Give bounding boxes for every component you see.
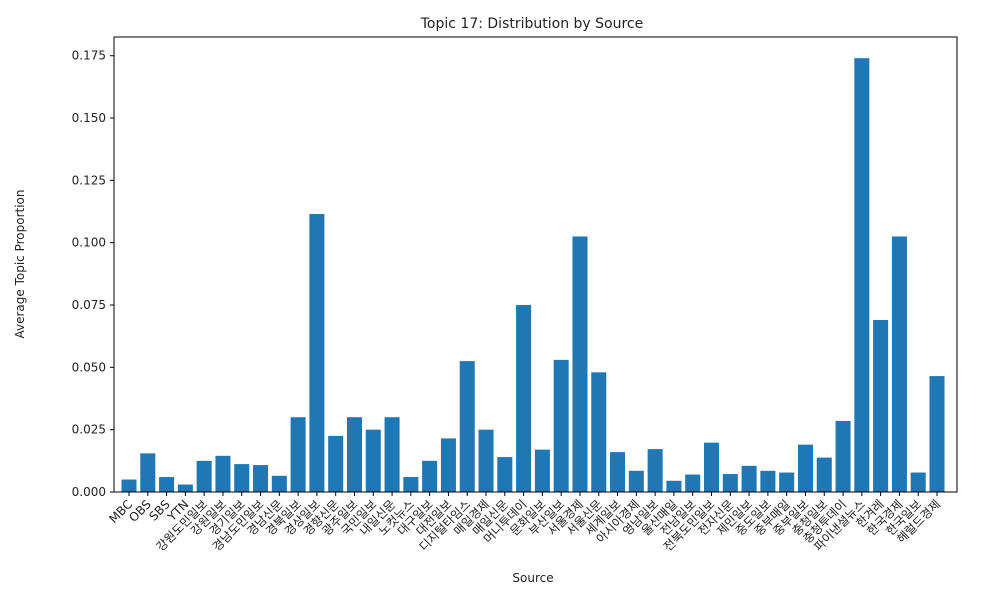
bar-19 [478, 429, 494, 492]
bar-34 [760, 470, 776, 492]
bar-14 [384, 417, 400, 492]
bar-21 [516, 305, 532, 492]
y-tick-label: 0.050 [72, 360, 106, 374]
bar-13 [365, 429, 381, 492]
y-tick-label: 0.100 [72, 236, 106, 250]
bar-2 [159, 477, 175, 492]
chart-title: Topic 17: Distribution by Source [420, 16, 643, 32]
bar-7 [253, 465, 269, 492]
bar-9 [290, 417, 306, 492]
bar-0 [121, 479, 137, 492]
bar-17 [440, 438, 456, 492]
bar-33 [741, 465, 757, 492]
bar-41 [891, 236, 907, 492]
y-tick-label: 0.075 [72, 298, 106, 312]
bar-1 [140, 453, 156, 492]
bar-37 [816, 457, 832, 492]
bars-group [121, 58, 945, 492]
bar-5 [215, 455, 231, 492]
bar-4 [196, 460, 212, 492]
bar-35 [779, 472, 795, 492]
x-axis: MBCOBSSBSYTN강원도민일보강원일보경기일보경남도민일보경남신문경북일보… [106, 492, 943, 554]
bar-24 [572, 236, 588, 492]
bar-30 [685, 474, 701, 492]
bar-36 [797, 444, 813, 492]
y-tick-label: 0.150 [72, 111, 106, 125]
bar-32 [722, 474, 738, 492]
bar-8 [271, 475, 287, 492]
y-tick-label: 0.025 [72, 423, 106, 437]
y-tick-label: 0.175 [72, 49, 106, 63]
bar-42 [910, 472, 926, 492]
bar-20 [497, 457, 513, 492]
bar-28 [647, 449, 663, 492]
bar-16 [422, 460, 438, 492]
bar-3 [177, 484, 193, 492]
bar-43 [929, 376, 945, 492]
bar-26 [610, 452, 626, 492]
bar-40 [873, 319, 889, 492]
x-axis-label: Source [512, 571, 553, 585]
bar-25 [591, 372, 607, 492]
bar-39 [854, 58, 870, 492]
bar-27 [628, 470, 644, 492]
bar-23 [553, 359, 569, 492]
bar-38 [835, 420, 851, 492]
y-tick-label: 0.125 [72, 173, 106, 187]
bar-6 [234, 464, 250, 492]
bar-18 [459, 361, 475, 492]
y-axis: 0.000 0.025 0.050 0.075 0.100 0.125 0.150 0.175 [72, 49, 114, 499]
bar-31 [704, 442, 720, 492]
bar-29 [666, 480, 682, 492]
bar-11 [328, 435, 344, 492]
bar-12 [346, 417, 362, 492]
plot-frame [113, 36, 958, 493]
bar-10 [309, 214, 325, 492]
y-axis-label: Average Topic Proportion [13, 189, 27, 338]
y-tick-label: 0.000 [72, 485, 106, 499]
bar-22 [534, 449, 550, 492]
bar-15 [403, 477, 419, 492]
